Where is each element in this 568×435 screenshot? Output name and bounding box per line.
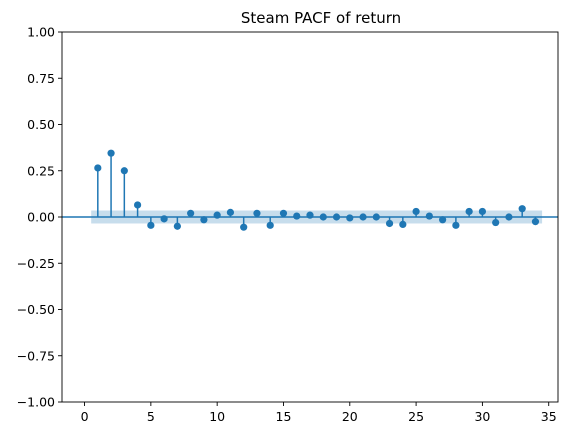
stem-marker: [173, 222, 181, 230]
stem-marker: [187, 209, 195, 217]
stem-marker: [240, 223, 248, 231]
x-tick-label: 0: [81, 409, 89, 424]
stem-marker: [439, 216, 447, 224]
stem-marker: [399, 220, 407, 228]
stem-marker: [120, 167, 128, 175]
x-tick-label: 25: [408, 409, 424, 424]
stem-marker: [518, 205, 526, 213]
stem-marker: [478, 207, 487, 216]
stem-marker: [306, 211, 314, 219]
stem-marker: [293, 212, 301, 220]
stem-marker: [319, 213, 327, 221]
y-tick-label: −0.75: [17, 348, 55, 363]
stem-marker: [452, 221, 460, 229]
stem-marker: [332, 213, 341, 221]
x-tick-label: 20: [342, 409, 358, 424]
stem-marker: [133, 201, 142, 209]
stem-marker: [213, 211, 221, 219]
stem-marker: [253, 209, 261, 217]
stem-marker: [266, 221, 274, 229]
chart-title: Steam PACF of return: [241, 9, 401, 27]
stem-marker: [465, 207, 473, 216]
y-tick-label: 0.25: [27, 163, 55, 178]
stem-marker: [492, 218, 500, 227]
y-tick-label: 0.50: [27, 117, 55, 132]
x-axis: 0 5 10 15 20 25 30 35: [81, 402, 557, 424]
stem-marker: [425, 212, 433, 220]
stem-marker: [226, 208, 235, 216]
stem-marker: [279, 209, 288, 217]
x-tick-label: 10: [209, 409, 225, 424]
stem-marker: [372, 213, 380, 221]
stem-marker: [94, 164, 102, 172]
stem-marker: [147, 221, 155, 229]
y-axis: −1.00 −0.75 −0.50 −0.25 0.00 0.25 0.50 0.75 1.00: [17, 25, 62, 410]
stem-marker: [346, 214, 354, 222]
y-tick-label: 0.00: [27, 210, 55, 225]
y-tick-label: −1.00: [17, 395, 55, 410]
stems-layer: [94, 149, 540, 231]
stem-marker: [200, 216, 208, 224]
x-tick-label: 15: [276, 409, 292, 424]
stem-marker: [385, 219, 394, 228]
y-tick-label: 0.75: [27, 71, 55, 86]
y-tick-label: −0.50: [17, 302, 55, 317]
x-tick-label: 35: [541, 409, 557, 424]
x-tick-label: 30: [474, 409, 490, 424]
stem-marker: [412, 207, 420, 216]
stem-marker: [531, 218, 540, 226]
stem-marker: [505, 213, 513, 221]
y-tick-label: 1.00: [27, 25, 55, 40]
x-tick-label: 5: [147, 409, 155, 424]
stem-marker: [359, 213, 367, 221]
stem-marker: [160, 215, 168, 223]
y-tick-label: −0.25: [17, 256, 55, 271]
stem-marker: [107, 149, 115, 157]
